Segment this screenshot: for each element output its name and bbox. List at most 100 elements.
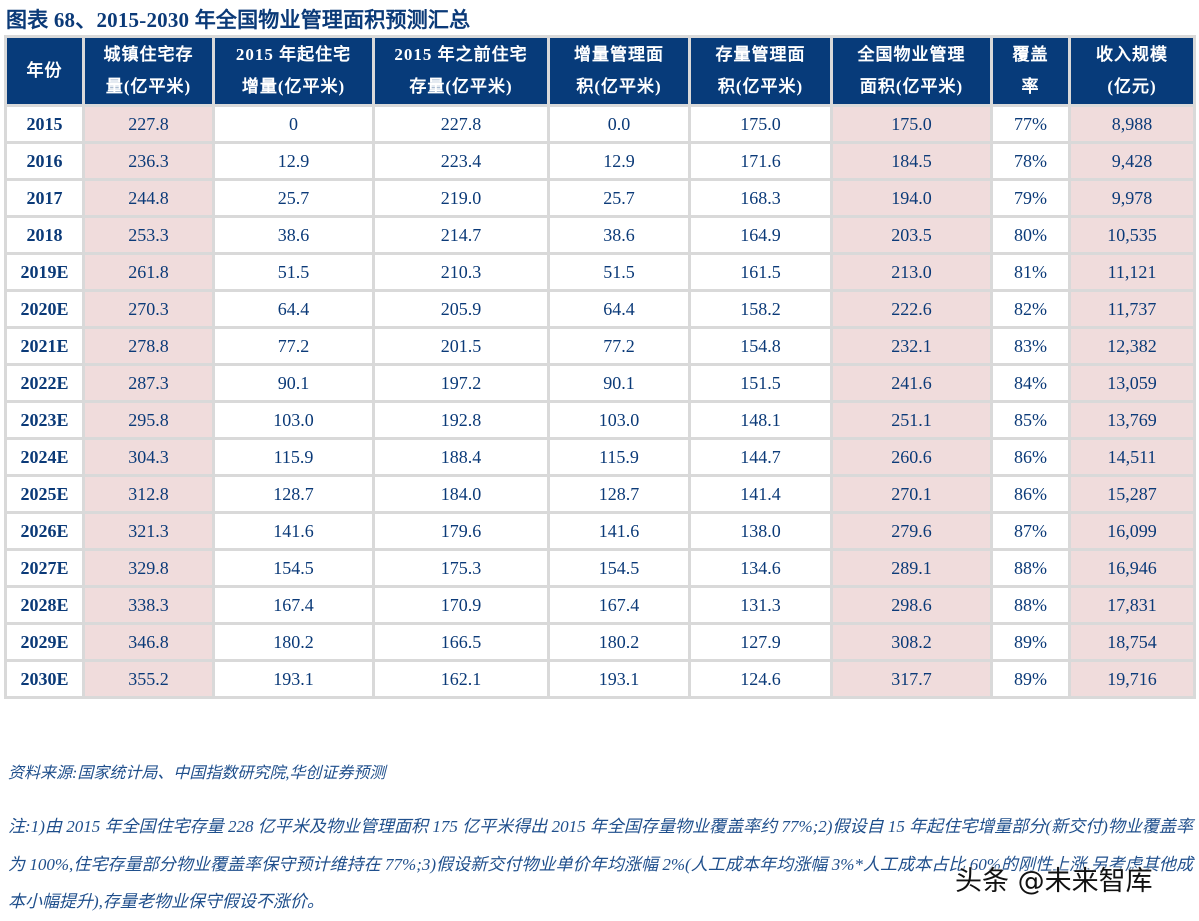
table-row: 2029E 346.8 180.2 166.5 180.2 127.9 308.2 89% 18… [4,622,1196,662]
value-cell: 9,428 [1068,141,1196,181]
value-cell: 261.8 [82,252,215,292]
value-cell: 289.1 [830,548,993,588]
table-row: 2025E 312.8 128.7 184.0 128.7 141.4 270.1 86% 15… [4,474,1196,514]
value-cell: 180.2 [212,622,375,662]
value-cell: 141.4 [688,474,833,514]
value-cell: 154.8 [688,326,833,366]
value-cell: 321.3 [82,511,215,551]
value-cell: 201.5 [372,326,550,366]
figure-title: 图表 68、2015-2030 年全国物业管理面积预测汇总 [6,8,471,32]
value-cell: 154.5 [212,548,375,588]
value-cell: 10,535 [1068,215,1196,255]
value-cell: 12.9 [547,141,691,181]
value-cell: 236.3 [82,141,215,181]
value-cell: 25.7 [547,178,691,218]
table-row: 2019E 261.8 51.5 210.3 51.5 161.5 213.0 81% 11,1… [4,252,1196,292]
value-cell: 128.7 [547,474,691,514]
column-header-line1: 2015 年起住宅 [235,45,352,64]
value-cell: 203.5 [830,215,993,255]
value-cell: 308.2 [830,622,993,662]
value-cell: 81% [990,252,1071,292]
table-row: 2027E 329.8 154.5 175.3 154.5 134.6 289.1 88% 16… [4,548,1196,588]
column-header: 年份 [4,35,85,107]
value-cell: 162.1 [372,659,550,699]
value-cell: 193.1 [212,659,375,699]
value-cell: 210.3 [372,252,550,292]
value-cell: 214.7 [372,215,550,255]
table-row: 2018 253.3 38.6 214.7 38.6 164.9 203.5 80% 10,53… [4,215,1196,255]
value-cell: 317.7 [830,659,993,699]
value-cell: 64.4 [212,289,375,329]
value-cell: 79% [990,178,1071,218]
value-cell: 304.3 [82,437,215,477]
value-cell: 12.9 [212,141,375,181]
column-header-line2: 增量(亿平米) [241,77,346,96]
table-row: 2023E 295.8 103.0 192.8 103.0 148.1 251.1 85% 13… [4,400,1196,440]
value-cell: 115.9 [212,437,375,477]
value-cell: 197.2 [372,363,550,403]
value-cell: 87% [990,511,1071,551]
value-cell: 103.0 [547,400,691,440]
column-header-line1: 收入规模 [1096,45,1168,64]
value-cell: 167.4 [212,585,375,625]
column-header: 城镇住宅存 量(亿平米) [82,35,215,107]
column-header-line1: 年份 [26,61,63,80]
value-cell: 14,511 [1068,437,1196,477]
value-cell: 38.6 [547,215,691,255]
table-header: 年份 城镇住宅存 量(亿平米) 2015 年起住宅 增量(亿平米) 2015 年之前住宅存… [4,35,1196,107]
value-cell: 193.1 [547,659,691,699]
value-cell: 251.1 [830,400,993,440]
value-cell: 51.5 [547,252,691,292]
value-cell: 138.0 [688,511,833,551]
table-row: 2024E 304.3 115.9 188.4 115.9 144.7 260.6 86% 14… [4,437,1196,477]
value-cell: 128.7 [212,474,375,514]
value-cell: 227.8 [372,104,550,144]
value-cell: 184.0 [372,474,550,514]
value-cell: 232.1 [830,326,993,366]
column-header-line2: 积(亿平米) [576,77,662,96]
value-cell: 279.6 [830,511,993,551]
year-cell: 2018 [4,215,85,255]
value-cell: 167.4 [547,585,691,625]
column-header: 2015 年起住宅 增量(亿平米) [212,35,375,107]
value-cell: 184.5 [830,141,993,181]
property-area-forecast-table: 年份 城镇住宅存 量(亿平米) 2015 年起住宅 增量(亿平米) 2015 年之前住宅存… [4,35,1196,699]
column-header-line1: 2015 年之前住宅 [394,45,528,64]
column-header-line2: 率 [1021,77,1040,96]
value-cell: 90.1 [547,363,691,403]
year-cell: 2029E [4,622,85,662]
value-cell: 12,382 [1068,326,1196,366]
value-cell: 124.6 [688,659,833,699]
value-cell: 85% [990,400,1071,440]
value-cell: 115.9 [547,437,691,477]
value-cell: 151.5 [688,363,833,403]
table-row: 2022E 287.3 90.1 197.2 90.1 151.5 241.6 84% 13,0… [4,363,1196,403]
value-cell: 64.4 [547,289,691,329]
value-cell: 175.0 [688,104,833,144]
year-cell: 2021E [4,326,85,366]
year-cell: 2025E [4,474,85,514]
value-cell: 161.5 [688,252,833,292]
column-header-line2: (亿元) [1107,77,1157,96]
value-cell: 270.1 [830,474,993,514]
value-cell: 219.0 [372,178,550,218]
value-cell: 0 [212,104,375,144]
value-cell: 244.8 [82,178,215,218]
value-cell: 194.0 [830,178,993,218]
value-cell: 253.3 [82,215,215,255]
value-cell: 89% [990,622,1071,662]
year-cell: 2024E [4,437,85,477]
value-cell: 0.0 [547,104,691,144]
value-cell: 90.1 [212,363,375,403]
value-cell: 77.2 [547,326,691,366]
value-cell: 77.2 [212,326,375,366]
table-row: 2015 227.8 0 227.8 0.0 175.0 175.0 77% 8,988 [4,104,1196,144]
year-cell: 2023E [4,400,85,440]
value-cell: 16,099 [1068,511,1196,551]
year-cell: 2027E [4,548,85,588]
table-row: 2030E 355.2 193.1 162.1 193.1 124.6 317.7 89% 19… [4,659,1196,699]
value-cell: 13,769 [1068,400,1196,440]
value-cell: 148.1 [688,400,833,440]
year-cell: 2015 [4,104,85,144]
value-cell: 312.8 [82,474,215,514]
